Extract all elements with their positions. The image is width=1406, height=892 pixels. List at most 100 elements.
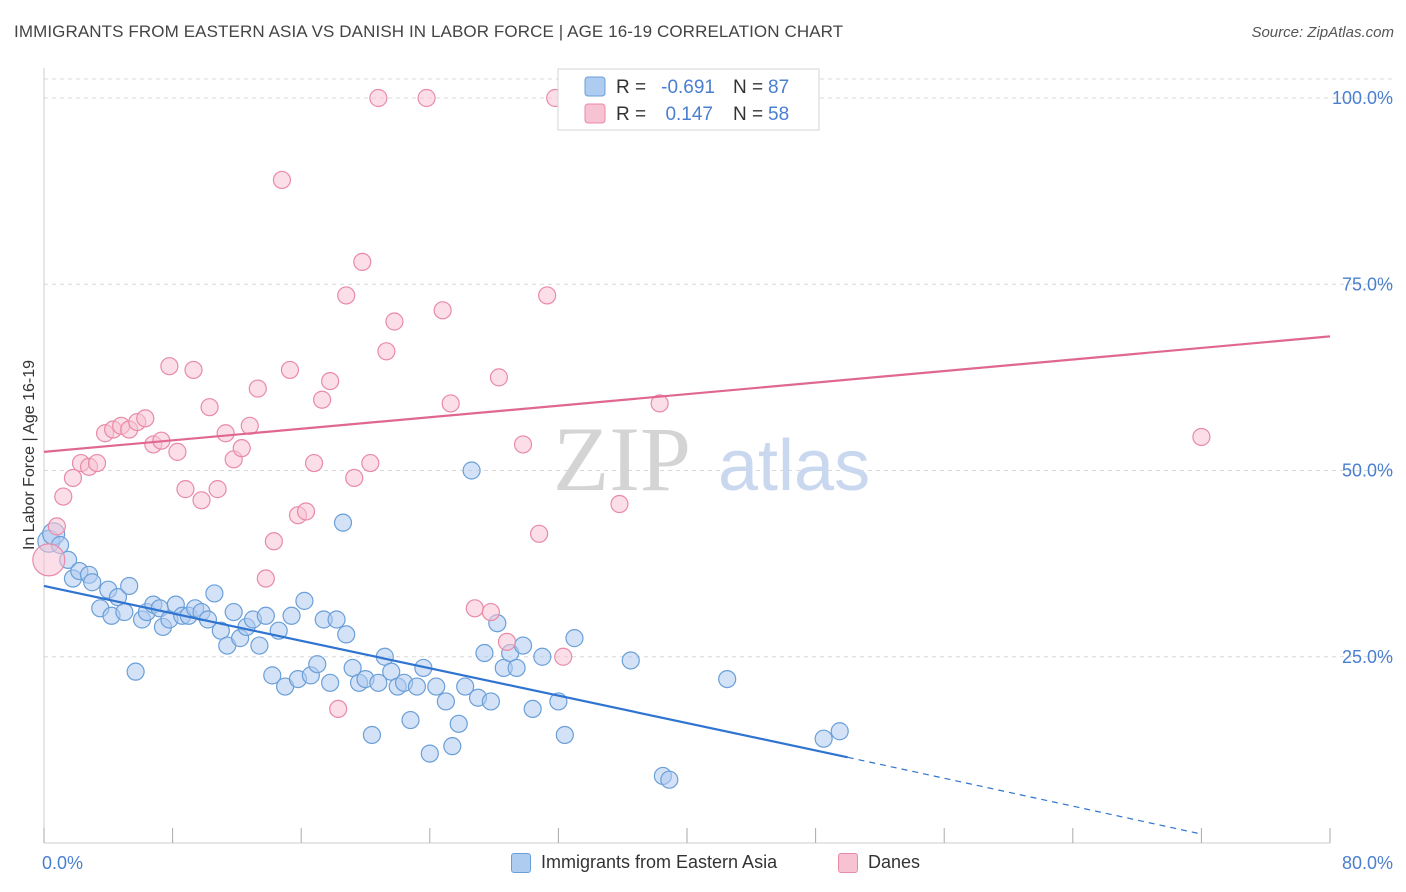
legend-label-immigrants: Immigrants from Eastern Asia xyxy=(541,852,778,872)
point-danes-32 xyxy=(296,502,316,521)
legend-swatch-pink xyxy=(838,852,858,873)
point-immigrants-81 xyxy=(621,651,640,670)
y-tick-label-75: 75.0% xyxy=(1342,274,1393,294)
watermark: ZIP atlas xyxy=(553,408,870,510)
point-immigrants-83 xyxy=(660,770,679,789)
point-immigrants-47 xyxy=(333,513,353,532)
point-danes-1 xyxy=(47,517,66,536)
point-immigrants-84 xyxy=(718,669,737,689)
point-immigrants-35 xyxy=(256,606,275,625)
stats-n-value-1: 87 xyxy=(768,77,789,98)
point-immigrants-36 xyxy=(263,666,282,685)
y-tick-label-100: 100.0% xyxy=(1332,88,1393,108)
point-danes-18 xyxy=(184,360,203,380)
point-danes-2 xyxy=(54,487,73,506)
series-danes xyxy=(32,88,1211,719)
stats-swatch-pink xyxy=(584,103,606,124)
point-danes-48 xyxy=(481,602,500,622)
point-danes-27 xyxy=(256,569,275,588)
point-immigrants-63 xyxy=(436,692,455,711)
point-immigrants-86 xyxy=(830,722,849,741)
point-immigrants-34 xyxy=(250,636,269,655)
point-immigrants-48 xyxy=(337,625,356,644)
point-danes-33 xyxy=(304,453,324,473)
point-danes-28 xyxy=(264,532,283,551)
legend-item-immigrants[interactable]: Immigrants from Eastern Asia xyxy=(511,852,777,873)
point-immigrants-85 xyxy=(814,729,833,748)
point-danes-39 xyxy=(353,252,372,271)
stats-n-label-2: N = xyxy=(733,104,763,125)
point-immigrants-30 xyxy=(224,602,243,622)
chart-title: IMMIGRANTS FROM EASTERN ASIA VS DANISH I… xyxy=(14,22,844,41)
legend-item-danes[interactable]: Danes xyxy=(838,852,920,873)
point-danes-3 xyxy=(63,468,83,488)
point-danes-43 xyxy=(385,312,404,331)
stats-n-label-1: N = xyxy=(733,77,763,98)
point-danes-37 xyxy=(337,286,356,305)
point-danes-21 xyxy=(208,480,227,499)
point-immigrants-14 xyxy=(126,662,145,681)
point-danes-35 xyxy=(321,372,340,391)
y-tick-label-50: 50.0% xyxy=(1342,461,1393,481)
stats-r-label-2: R = xyxy=(616,104,646,125)
point-danes-36 xyxy=(329,699,348,719)
point-immigrants-27 xyxy=(205,584,224,603)
trend-line-immigrants-extension xyxy=(847,756,1202,835)
point-danes-24 xyxy=(232,439,251,458)
point-immigrants-80 xyxy=(565,629,584,648)
point-danes-45 xyxy=(433,301,452,320)
point-immigrants-64 xyxy=(443,737,462,756)
legend-label-danes: Danes xyxy=(868,852,921,872)
trend-lines xyxy=(43,335,1331,835)
tick-labels: 25.0% 50.0% 75.0% 100.0% 0.0% 80.0% xyxy=(42,88,1393,873)
point-immigrants-43 xyxy=(308,655,327,674)
stats-legend: R = -0.691 N = 87 R = 0.147 N = 58 xyxy=(557,68,820,131)
point-immigrants-79 xyxy=(555,725,574,745)
point-danes-17 xyxy=(176,480,195,499)
point-danes-29 xyxy=(272,170,292,190)
point-danes-51 xyxy=(513,435,533,454)
trend-line-danes xyxy=(43,335,1331,453)
watermark-atlas: atlas xyxy=(718,426,870,506)
legend-swatch-blue xyxy=(511,852,531,873)
stats-r-value-1: -0.691 xyxy=(661,77,715,98)
point-danes-26 xyxy=(248,379,267,398)
point-immigrants-58 xyxy=(401,710,420,730)
point-immigrants-53 xyxy=(369,673,388,692)
point-danes-34 xyxy=(312,390,332,409)
point-danes-56 xyxy=(610,494,629,514)
source-label: Source: ZipAtlas.com xyxy=(1251,24,1394,41)
stats-r-label-1: R = xyxy=(616,77,646,98)
x-tick-label-min: 0.0% xyxy=(42,853,83,873)
y-axis-label: In Labor Force | Age 16-19 xyxy=(21,360,38,550)
point-danes-22 xyxy=(216,424,235,443)
point-immigrants-59 xyxy=(407,677,427,696)
point-danes-30 xyxy=(280,360,300,380)
point-immigrants-66 xyxy=(456,677,475,696)
point-danes-6 xyxy=(87,453,107,473)
stats-r-value-2: 0.147 xyxy=(665,104,713,125)
point-danes-53 xyxy=(538,286,557,305)
point-danes-44 xyxy=(417,88,436,108)
watermark-zip: ZIP xyxy=(553,408,691,510)
trend-line-immigrants xyxy=(43,584,848,759)
point-immigrants-46 xyxy=(327,610,346,629)
point-immigrants-39 xyxy=(282,606,301,625)
point-immigrants-65 xyxy=(449,714,468,733)
axes xyxy=(43,68,1331,844)
point-danes-49 xyxy=(489,368,509,387)
stats-n-value-2: 58 xyxy=(768,104,789,125)
x-tick-label-max: 80.0% xyxy=(1342,853,1393,873)
point-danes-47 xyxy=(465,599,484,618)
point-immigrants-45 xyxy=(321,673,340,692)
point-immigrants-74 xyxy=(507,658,526,678)
point-danes-25 xyxy=(240,416,259,435)
point-immigrants-41 xyxy=(295,591,314,610)
point-immigrants-7 xyxy=(83,573,102,592)
grid-lines xyxy=(44,78,1392,658)
point-danes-20 xyxy=(200,398,219,417)
bottom-legend: Immigrants from Eastern Asia Danes xyxy=(0,852,1406,878)
stats-swatch-blue xyxy=(584,76,606,97)
point-danes-15 xyxy=(160,357,179,376)
